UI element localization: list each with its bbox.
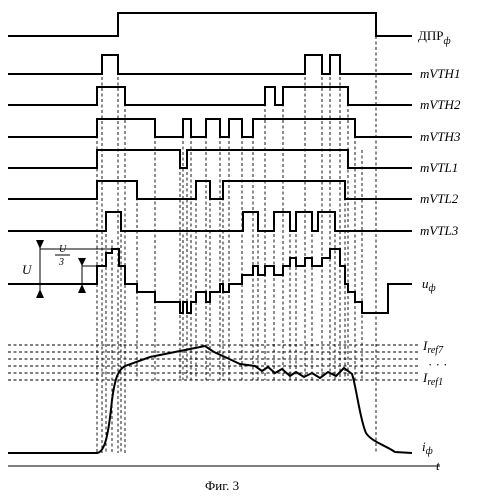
label-i: iф [422, 439, 433, 457]
label-ref-bottom: Iref1 [422, 370, 443, 388]
trace-i [8, 346, 412, 453]
label-dpr: ДПРф [418, 28, 451, 47]
trace-mvth3 [8, 119, 412, 137]
label-time: t [436, 458, 440, 473]
label-dim-u: U [22, 262, 33, 277]
label-mvth1: mVTH1 [420, 66, 460, 81]
label-ref-dots: · · · [428, 357, 448, 372]
label-dim-u3-num: U [59, 244, 67, 255]
dimension-markers [36, 240, 112, 298]
trace-mvth1 [8, 55, 412, 74]
figure-caption: Фиг. 3 [205, 478, 239, 493]
label-mvth2: mVTH2 [420, 97, 461, 112]
label-ref-top: Iref7 [422, 338, 444, 356]
transition-lines [97, 36, 376, 453]
label-dim-u3-den: 3 [58, 257, 64, 268]
trace-dpr [8, 13, 412, 36]
trace-mvtl1 [8, 150, 412, 168]
label-mvtl2: mVTL2 [420, 191, 459, 206]
label-mvth3: mVTH3 [420, 129, 461, 144]
label-u: uф [422, 276, 436, 294]
label-mvtl1: mVTL1 [420, 160, 458, 175]
label-mvtl3: mVTL3 [420, 223, 459, 238]
trace-mvth2 [8, 87, 412, 105]
